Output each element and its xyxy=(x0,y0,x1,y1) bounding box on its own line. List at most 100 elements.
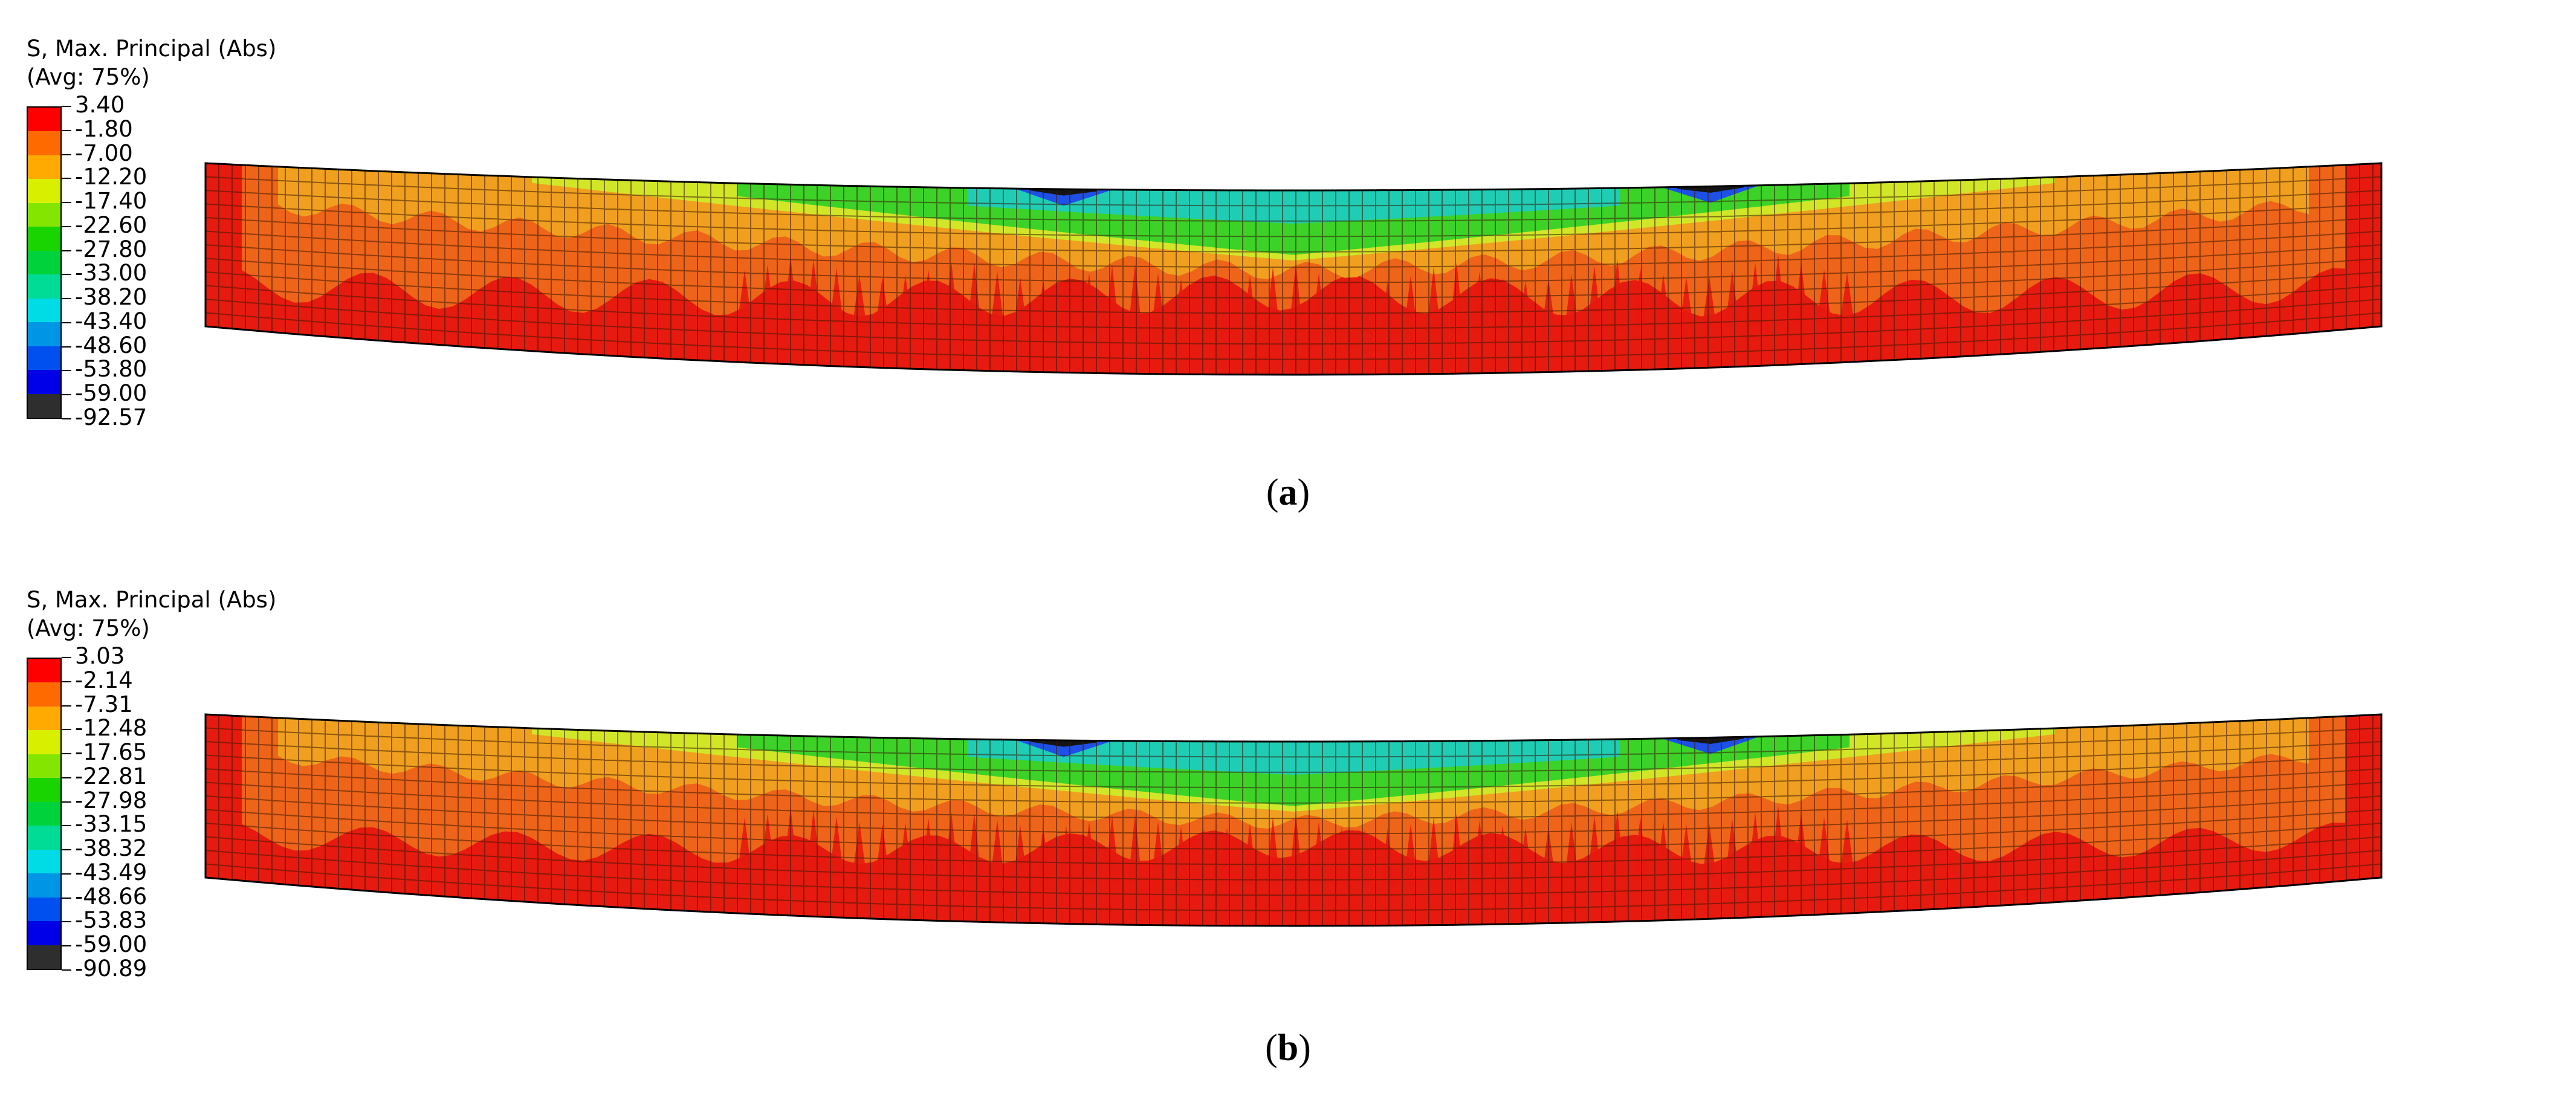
legend-tick-label: -38.32 xyxy=(75,835,147,862)
legend-tick-label: -33.00 xyxy=(75,260,147,286)
beam-contour-plot xyxy=(204,713,2383,927)
legend-swatch xyxy=(28,826,60,850)
legend-swatch xyxy=(28,921,60,946)
legend-title: S, Max. Principal (Abs) xyxy=(27,36,277,62)
legend-tick xyxy=(62,969,71,971)
legend-swatch xyxy=(28,322,60,347)
legend-tick xyxy=(62,681,71,682)
legend-swatch xyxy=(28,778,60,803)
legend-swatch xyxy=(28,873,60,898)
legend-tick xyxy=(62,129,71,131)
caption-letter: b xyxy=(1277,1027,1299,1069)
legend-swatch xyxy=(28,346,60,370)
legend-tick-label: -1.80 xyxy=(75,115,133,142)
legend-tick xyxy=(62,777,71,778)
legend-swatch xyxy=(28,274,60,299)
stress-region-blue xyxy=(1656,736,1765,754)
legend-swatch xyxy=(28,801,60,826)
legend-tick xyxy=(62,394,71,396)
legend-swatch xyxy=(28,298,60,323)
legend-tick xyxy=(62,849,71,851)
legend-swatch xyxy=(28,659,60,684)
beam-body xyxy=(204,162,2383,376)
beam-contour-plot xyxy=(204,162,2383,376)
legend-tick xyxy=(62,178,71,180)
figure-caption: (b) xyxy=(1265,1027,1311,1069)
legend-tick-label: -53.83 xyxy=(75,907,147,934)
stress-region-peak xyxy=(1031,740,1097,747)
legend-tick xyxy=(62,705,71,707)
legend-tick-label: -12.48 xyxy=(75,715,147,742)
legend-swatch xyxy=(28,202,60,227)
legend-tick xyxy=(62,729,71,731)
legend-tick xyxy=(62,657,71,658)
legend-tick-label: -48.66 xyxy=(75,883,147,910)
legend-tick xyxy=(62,945,71,947)
legend-subtitle: (Avg: 75%) xyxy=(27,615,150,641)
figure-caption: (a) xyxy=(1266,472,1310,513)
legend-tick xyxy=(62,225,71,227)
legend-tick-label: -90.89 xyxy=(75,956,147,982)
legend-tick-label: -59.00 xyxy=(75,380,147,407)
legend-tick-label: -2.14 xyxy=(75,667,133,693)
stress-region-blue xyxy=(1009,188,1118,206)
legend-tick xyxy=(62,825,71,827)
legend-tick xyxy=(62,298,71,300)
caption-letter: a xyxy=(1278,472,1298,513)
legend-tick-label: 3.40 xyxy=(75,92,125,118)
legend-tick-label: -48.60 xyxy=(75,332,147,358)
legend-tick xyxy=(62,873,71,875)
legend-swatch xyxy=(28,370,60,395)
legend-title: S, Max. Principal (Abs) xyxy=(27,587,277,613)
legend-swatch xyxy=(28,131,60,156)
legend-tick-label: -27.80 xyxy=(75,236,147,262)
legend-swatch xyxy=(28,393,60,418)
legend-swatch xyxy=(28,706,60,731)
legend-tick-label: -22.60 xyxy=(75,212,147,238)
legend-tick-label: -43.49 xyxy=(75,859,147,885)
legend-tick xyxy=(62,322,71,323)
legend-tick xyxy=(62,370,71,372)
legend-tick-label: -53.80 xyxy=(75,356,147,383)
legend-tick-label: -7.31 xyxy=(75,691,133,717)
stress-region-peak xyxy=(1031,189,1097,196)
legend-tick-label: -12.20 xyxy=(75,164,147,190)
legend-swatch xyxy=(28,155,60,180)
legend-tick xyxy=(62,418,71,419)
legend-swatch xyxy=(28,897,60,922)
panel-b: S, Max. Principal (Abs) (Avg: 75%) 3.03-… xyxy=(0,551,2576,1102)
legend-tick-label: -92.57 xyxy=(75,404,147,430)
beam-body xyxy=(204,713,2383,927)
legend-tick-label: 3.03 xyxy=(75,643,125,669)
legend-swatch xyxy=(28,730,60,755)
legend-tick-label: -7.00 xyxy=(75,140,133,166)
stress-region-blue xyxy=(1656,185,1765,203)
legend-tick xyxy=(62,346,71,348)
legend-tick-label: -27.98 xyxy=(75,787,147,814)
color-legend xyxy=(27,106,62,419)
color-legend xyxy=(27,658,62,970)
legend-tick xyxy=(62,274,71,276)
legend-tick-label: -33.15 xyxy=(75,811,147,838)
legend-swatch xyxy=(28,227,60,251)
legend-tick xyxy=(62,801,71,803)
legend-tick-label: -59.00 xyxy=(75,931,147,958)
legend-swatch xyxy=(28,945,60,969)
legend-tick-label: -38.20 xyxy=(75,284,147,311)
legend-swatch xyxy=(28,250,60,275)
legend-tick xyxy=(62,753,71,755)
legend-swatch xyxy=(28,682,60,707)
legend-tick xyxy=(62,154,71,155)
beam-outline xyxy=(204,713,2383,927)
legend-tick xyxy=(62,897,71,899)
panel-a: S, Max. Principal (Abs) (Avg: 75%) 3.40-… xyxy=(0,0,2576,551)
legend-tick-label: -17.65 xyxy=(75,739,147,766)
legend-tick xyxy=(62,250,71,251)
legend-tick-label: -17.40 xyxy=(75,188,147,215)
legend-tick xyxy=(62,106,71,107)
legend-tick xyxy=(62,202,71,204)
legend-swatch xyxy=(28,849,60,874)
stress-region-blue xyxy=(1009,739,1118,757)
beam-outline xyxy=(204,162,2383,376)
legend-tick-label: -22.81 xyxy=(75,763,147,789)
